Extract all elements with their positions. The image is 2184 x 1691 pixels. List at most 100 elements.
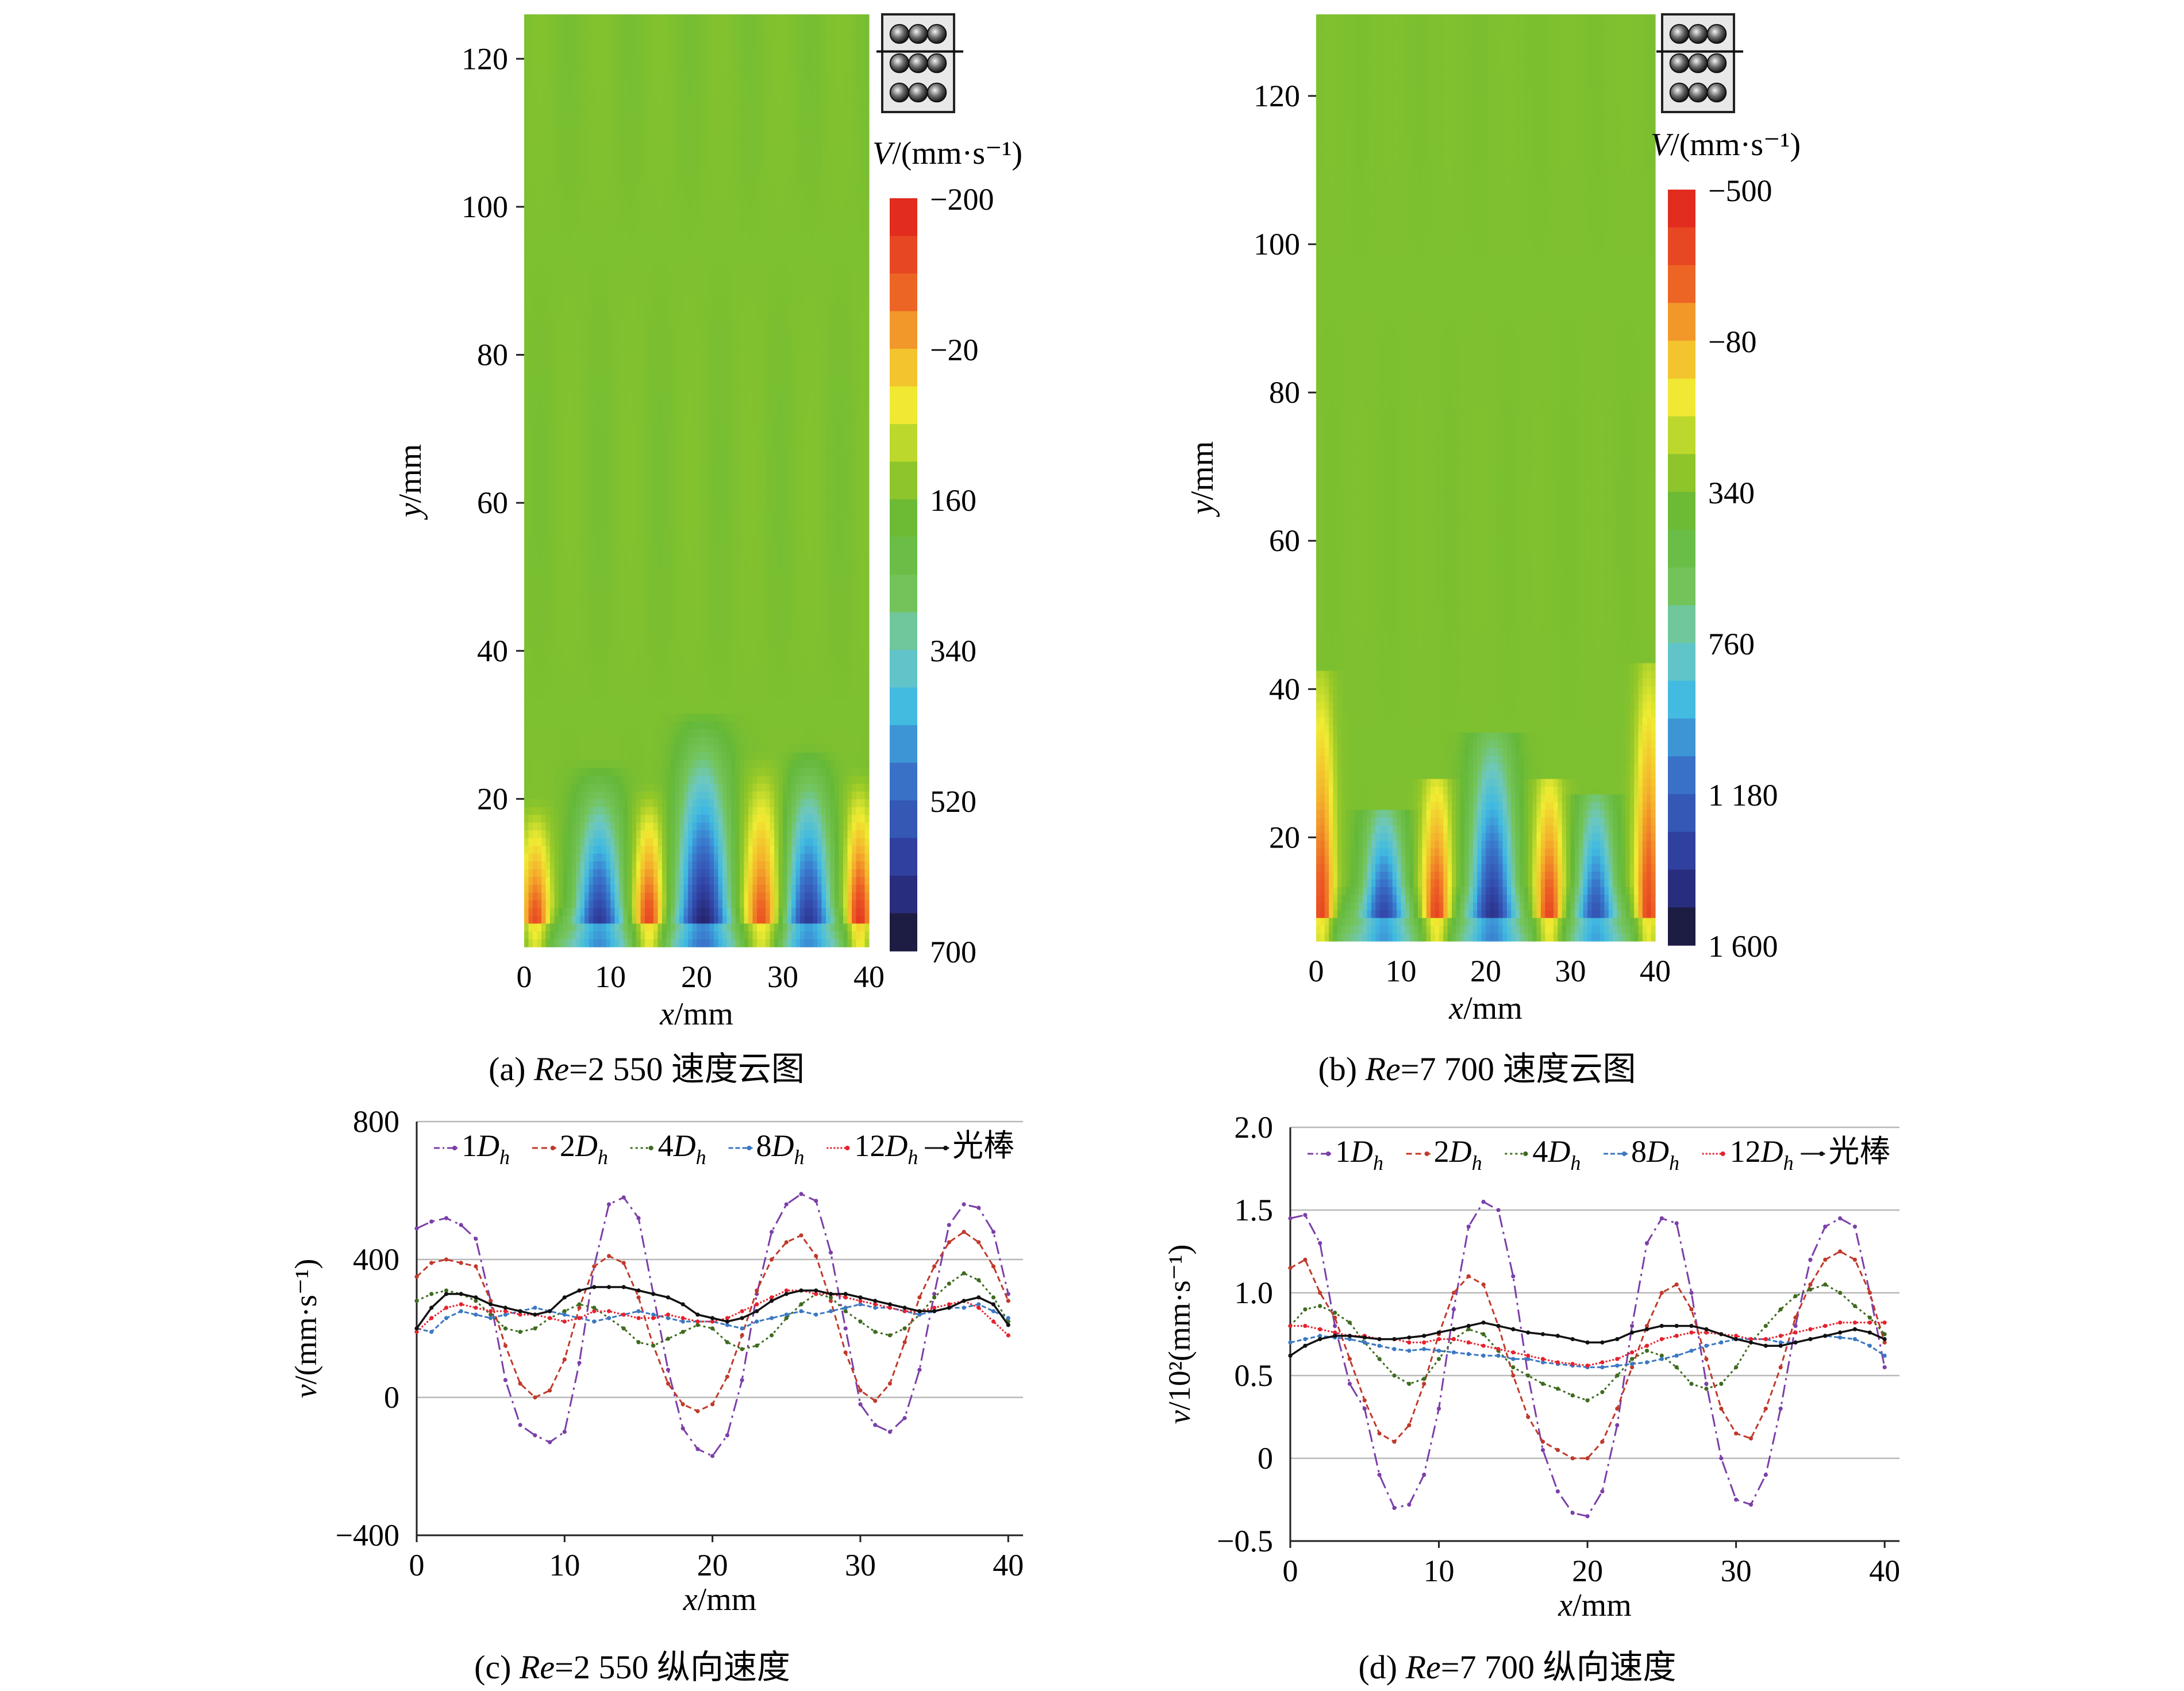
heatmap-a-cell: [744, 123, 749, 131]
heatmap-a-cell: [787, 302, 792, 310]
heatmap-a-cell: [537, 76, 542, 84]
heatmap-a-cell: [585, 302, 589, 310]
heatmap-a-cell: [688, 38, 693, 46]
heatmap-a-cell: [529, 162, 533, 170]
heatmap-a-cell: [856, 248, 861, 256]
heatmap-a-cell: [563, 115, 568, 124]
heatmap-a-cell: [572, 107, 576, 115]
heatmap-a-cell: [555, 286, 559, 294]
heatmap-a-cell: [541, 387, 546, 395]
heatmap-a-cell: [697, 53, 701, 61]
heatmap-a-cell: [671, 426, 675, 434]
heatmap-a-cell: [835, 193, 839, 201]
heatmap-a-cell: [701, 395, 706, 403]
heatmap-a-cell: [658, 263, 663, 271]
heatmap-a-cell: [718, 100, 723, 108]
heatmap-a-cell: [791, 302, 796, 310]
heatmap-a-cell: [563, 333, 568, 341]
heatmap-a-cell: [800, 123, 805, 131]
heatmap-a-cell: [748, 380, 753, 388]
heatmap-a-cell: [727, 147, 732, 155]
heatmap-a-cell: [843, 30, 848, 38]
heatmap-a-cell: [610, 364, 615, 372]
heatmap-a-cell: [817, 147, 822, 155]
heatmap-a-cell: [533, 364, 537, 372]
heatmap-a-cell: [610, 465, 615, 473]
heatmap-a-cell: [576, 115, 580, 124]
heatmap-a-cell: [865, 69, 870, 77]
heatmap-a-cell: [809, 22, 813, 30]
heatmap-a-cell: [529, 263, 533, 271]
heatmap-a-cell: [817, 53, 822, 61]
heatmap-a-cell: [718, 170, 723, 178]
heatmap-a-cell: [533, 61, 537, 69]
heatmap-a-cell: [693, 364, 697, 372]
heatmap-a-cell: [667, 61, 671, 69]
heatmap-a-cell: [585, 186, 589, 194]
heatmap-a-cell: [757, 356, 762, 364]
heatmap-a-cell: [619, 395, 624, 403]
heatmap-a-cell: [684, 178, 689, 186]
heatmap-a-cell: [662, 434, 667, 442]
heatmap-a-cell: [619, 434, 624, 442]
heatmap-a-cell: [822, 240, 826, 248]
heatmap-a-cell: [701, 248, 706, 256]
heatmap-a-cell: [744, 488, 749, 496]
heatmap-a-cell: [662, 325, 667, 333]
heatmap-a-cell: [693, 403, 697, 411]
heatmap-a-cell: [835, 107, 839, 115]
heatmap-a-cell: [843, 473, 848, 481]
heatmap-a-cell: [714, 209, 718, 217]
heatmap-a-cell: [817, 138, 822, 147]
heatmap-a-cell: [606, 364, 611, 372]
heatmap-a-cell: [839, 30, 844, 38]
heatmap-a-cell: [658, 61, 663, 69]
heatmap-a-cell: [813, 107, 818, 115]
heatmap-a-cell: [727, 232, 732, 240]
heatmap-a-cell: [615, 465, 620, 473]
heatmap-a-cell: [610, 411, 615, 419]
heatmap-a-cell: [658, 279, 663, 287]
heatmap-a-cell: [757, 84, 762, 93]
heatmap-a-cell: [705, 286, 710, 294]
heatmap-a-cell: [791, 138, 796, 147]
heatmap-a-cell: [576, 333, 580, 341]
heatmap-a-cell: [839, 457, 844, 465]
heatmap-a-cell: [546, 426, 551, 434]
heatmap-a-cell: [748, 123, 753, 131]
heatmap-a-cell: [727, 240, 732, 248]
heatmap-a-cell: [580, 302, 585, 310]
heatmap-a-cell: [852, 186, 856, 194]
heatmap-a-cell: [714, 317, 718, 325]
heatmap-a-cell: [653, 115, 658, 124]
heatmap-a-cell: [809, 232, 813, 240]
heatmap-a-cell: [688, 131, 693, 139]
heatmap-a-cell: [667, 201, 671, 209]
heatmap-a-cell: [572, 333, 576, 341]
heatmap-a-cell: [822, 123, 826, 131]
heatmap-a-cell: [835, 69, 839, 77]
heatmap-a-cell: [796, 45, 801, 53]
heatmap-a-cell: [860, 364, 865, 372]
heatmap-a-cell: [865, 317, 870, 325]
heatmap-a-cell: [731, 147, 736, 155]
heatmap-a-cell: [615, 279, 620, 287]
heatmap-a-cell: [598, 349, 602, 357]
heatmap-a-cell: [722, 403, 727, 411]
heatmap-a-cell: [641, 333, 645, 341]
heatmap-a-cell: [598, 162, 602, 170]
heatmap-a-cell: [722, 248, 727, 256]
heatmap-a-cell: [628, 395, 632, 403]
heatmap-a-cell: [722, 364, 727, 372]
heatmap-a-cell: [675, 138, 680, 147]
heatmap-a-cell: [649, 387, 654, 395]
heatmap-a-cell: [722, 84, 727, 93]
heatmap-a-cell: [770, 14, 775, 22]
heatmap-a-cell: [684, 107, 689, 115]
heatmap-a-cell: [576, 224, 580, 232]
heatmap-a-cell: [606, 240, 611, 248]
heatmap-a-cell: [671, 310, 675, 318]
heatmap-a-cell: [852, 403, 856, 411]
heatmap-a-cell: [830, 442, 835, 450]
heatmap-a-cell: [619, 418, 624, 426]
